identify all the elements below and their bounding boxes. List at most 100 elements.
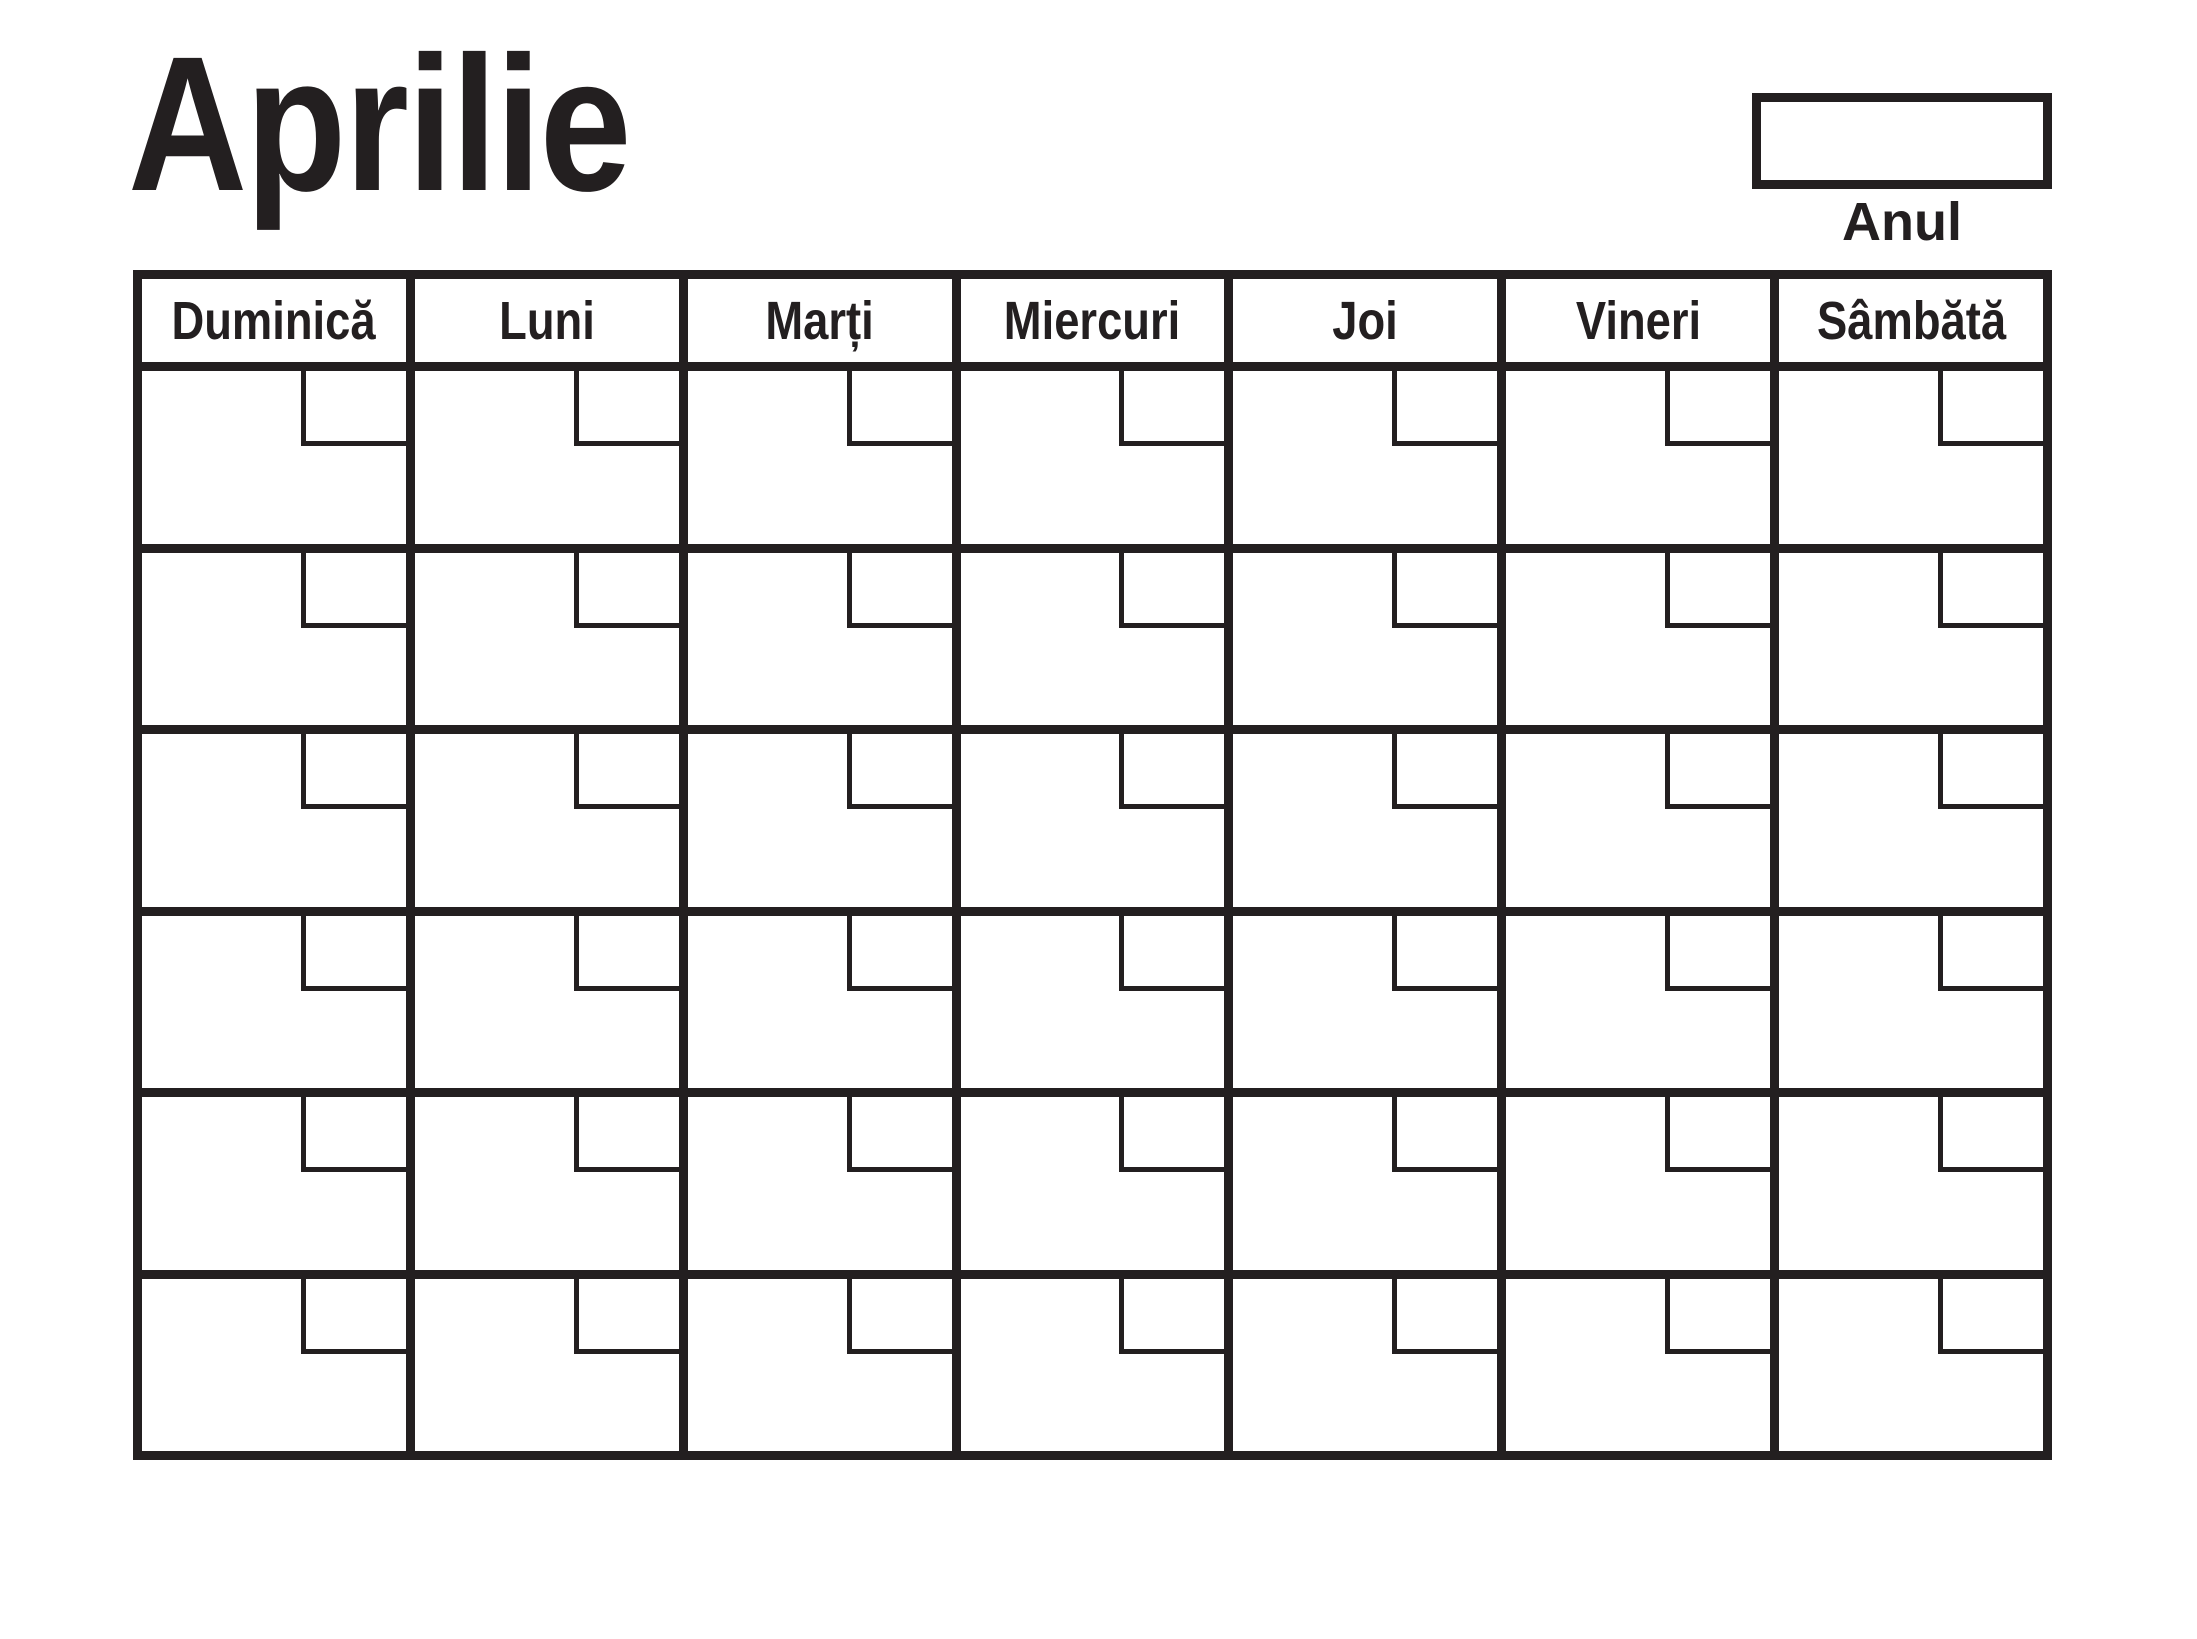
day-number-box xyxy=(1392,1278,1498,1354)
day-number-box xyxy=(1119,371,1225,446)
month-title: Aprilie xyxy=(128,16,632,231)
year-label: Anul xyxy=(1842,192,1962,252)
day-number-box xyxy=(1665,552,1771,628)
day-cell xyxy=(414,1278,679,1451)
day-cell xyxy=(687,734,952,907)
day-cell xyxy=(1506,1278,1771,1451)
weekday-header-thursday: Joi xyxy=(1233,279,1498,362)
day-number-box xyxy=(1119,915,1225,991)
weekday-label: Joi xyxy=(1332,290,1399,351)
day-cell xyxy=(414,915,679,1088)
day-number-box xyxy=(1938,371,2043,446)
day-number-box xyxy=(1119,1097,1225,1172)
day-number-box xyxy=(1665,915,1771,991)
weekday-label: Miercuri xyxy=(1004,290,1181,351)
day-number-box xyxy=(1392,552,1498,628)
day-cell xyxy=(1506,371,1771,544)
day-cell xyxy=(142,552,406,725)
day-number-box xyxy=(1938,734,2043,809)
day-number-box xyxy=(573,1278,679,1354)
day-cell xyxy=(414,552,679,725)
weekday-label: Marți xyxy=(765,290,874,351)
weekday-label: Luni xyxy=(498,290,595,351)
day-number-box xyxy=(300,552,406,628)
day-number-box xyxy=(1392,915,1498,991)
day-number-box xyxy=(573,1097,679,1172)
weekday-header-wednesday: Miercuri xyxy=(960,279,1225,362)
day-cell xyxy=(1779,552,2043,725)
day-number-box xyxy=(1938,1278,2043,1354)
day-number-box xyxy=(1119,734,1225,809)
day-number-box xyxy=(1665,734,1771,809)
day-cell xyxy=(1779,1278,2043,1451)
day-cell xyxy=(960,915,1225,1088)
day-number-box xyxy=(300,371,406,446)
day-number-box xyxy=(1665,371,1771,446)
day-cell xyxy=(142,1278,406,1451)
day-number-box xyxy=(1119,552,1225,628)
day-cell xyxy=(1779,915,2043,1088)
day-number-box xyxy=(1665,1097,1771,1172)
day-number-box xyxy=(573,371,679,446)
day-number-box xyxy=(846,915,952,991)
day-cell xyxy=(960,552,1225,725)
weekday-header-sunday: Duminică xyxy=(142,279,406,362)
day-cell xyxy=(960,1097,1225,1270)
day-cell xyxy=(1506,734,1771,907)
day-cell xyxy=(142,734,406,907)
day-cell xyxy=(960,1278,1225,1451)
day-number-box xyxy=(1119,1278,1225,1354)
calendar-grid: Duminică Luni Marți Miercuri Joi Vineri … xyxy=(133,270,2052,1460)
weekday-label: Duminică xyxy=(171,290,377,351)
day-number-box xyxy=(1392,734,1498,809)
day-cell xyxy=(414,371,679,544)
day-number-box xyxy=(300,915,406,991)
day-number-box xyxy=(573,915,679,991)
day-number-box xyxy=(1665,1278,1771,1354)
day-cell xyxy=(414,734,679,907)
day-cell xyxy=(142,1097,406,1270)
day-cell xyxy=(960,371,1225,544)
day-number-box xyxy=(573,552,679,628)
day-cell xyxy=(1233,915,1498,1088)
weekday-label: Sâmbătă xyxy=(1816,290,2006,351)
day-number-box xyxy=(300,1097,406,1172)
day-cell xyxy=(1506,1097,1771,1270)
day-cell xyxy=(687,1278,952,1451)
day-cell xyxy=(1506,552,1771,725)
weekday-label: Vineri xyxy=(1575,290,1701,351)
day-number-box xyxy=(846,1097,952,1172)
day-cell xyxy=(1779,371,2043,544)
day-cell xyxy=(1779,1097,2043,1270)
day-number-box xyxy=(1938,552,2043,628)
day-number-box xyxy=(1392,1097,1498,1172)
day-cell xyxy=(687,1097,952,1270)
year-field xyxy=(1752,93,2052,189)
day-number-box xyxy=(1938,915,2043,991)
day-cell xyxy=(1233,371,1498,544)
day-number-box xyxy=(1392,371,1498,446)
day-cell xyxy=(414,1097,679,1270)
day-number-box xyxy=(300,1278,406,1354)
day-cell xyxy=(1779,734,2043,907)
weekday-header-tuesday: Marți xyxy=(687,279,952,362)
day-cell xyxy=(1506,915,1771,1088)
day-cell xyxy=(687,915,952,1088)
weekday-header-saturday: Sâmbătă xyxy=(1779,279,2043,362)
day-cell xyxy=(142,371,406,544)
day-cell xyxy=(1233,1097,1498,1270)
day-number-box xyxy=(846,1278,952,1354)
day-cell xyxy=(1233,552,1498,725)
weekday-header-friday: Vineri xyxy=(1506,279,1771,362)
day-cell xyxy=(142,915,406,1088)
day-cell xyxy=(1233,1278,1498,1451)
day-number-box xyxy=(846,734,952,809)
weekday-header-monday: Luni xyxy=(414,279,679,362)
day-number-box xyxy=(846,371,952,446)
day-cell xyxy=(960,734,1225,907)
day-number-box xyxy=(846,552,952,628)
day-cell xyxy=(687,371,952,544)
day-number-box xyxy=(300,734,406,809)
day-cell xyxy=(1233,734,1498,907)
day-cell xyxy=(687,552,952,725)
